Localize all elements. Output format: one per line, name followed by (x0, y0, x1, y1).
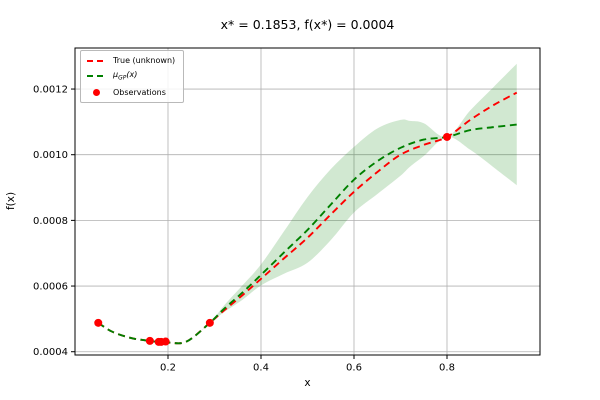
legend-label-true-function: True (unknown) (113, 56, 176, 65)
y-tick-label: 0.0008 (33, 216, 68, 227)
axes-frame (74, 47, 541, 356)
x-axis-label: x (304, 377, 311, 389)
y-tick-label: 0.0004 (33, 347, 68, 358)
confidence-band (98, 63, 517, 344)
legend-item-true-function: True (unknown) (87, 56, 175, 65)
observation-point (94, 318, 103, 327)
red-dot-icon (87, 88, 106, 96)
mu-symbol: μ (113, 70, 119, 79)
chart-title: x* = 0.1853, f(x*) = 0.0004 (220, 17, 395, 32)
legend: True (unknown) μGP(x) Observations (80, 50, 185, 103)
y-tick-label: 0.0010 (33, 150, 68, 161)
x-tick-label: 0.2 (160, 363, 176, 374)
green-dashed-line-icon (87, 75, 106, 78)
observation-point (205, 318, 214, 327)
red-dot (93, 88, 100, 96)
gp-subscript: GP (118, 74, 127, 82)
legend-item-observations: Observations (87, 88, 175, 97)
legend-item-gp-mean: μGP(x) (87, 70, 175, 83)
red-dashed-line-icon (87, 59, 106, 62)
observation-point (161, 337, 170, 346)
y-tick-label: 0.0012 (33, 85, 68, 96)
x-tick-label: 0.8 (439, 363, 455, 374)
legend-label-observations: Observations (113, 87, 166, 97)
x-tick-label: 0.6 (346, 363, 362, 374)
legend-label-gp-mean: μGP(x) (113, 70, 137, 83)
x-tick-label: 0.4 (253, 363, 269, 374)
observation-point (145, 336, 154, 345)
observation-point (443, 132, 451, 141)
of-x-suffix: (x) (126, 70, 138, 79)
y-axis-label: f(x) (5, 191, 17, 211)
y-tick-label: 0.0006 (33, 282, 68, 293)
